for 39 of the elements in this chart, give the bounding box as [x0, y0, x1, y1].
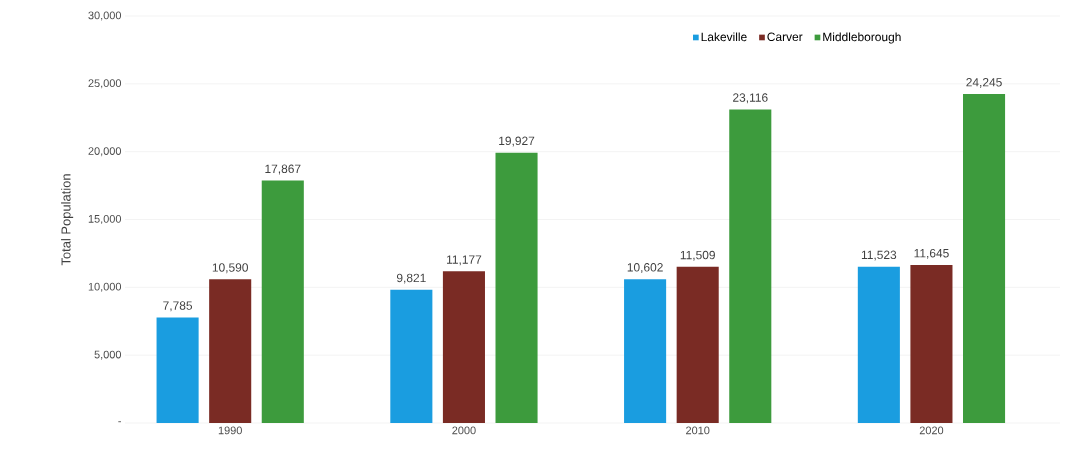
data-label: 10,590 [212, 263, 248, 274]
data-label: 23,116 [733, 93, 768, 104]
data-label: 7,785 [163, 301, 193, 312]
x-tick-label: 1990 [218, 426, 242, 435]
data-label: 11,177 [447, 255, 482, 266]
bar [857, 266, 900, 423]
y-tick-label: 5,000 [94, 350, 122, 360]
x-tick-label: 2010 [686, 426, 710, 435]
bar [624, 279, 667, 423]
x-tick-label: 2020 [919, 426, 944, 435]
bar [676, 266, 719, 423]
data-label: 17,867 [265, 164, 301, 175]
y-tick-label: 15,000 [88, 214, 122, 225]
data-label: 11,645 [914, 248, 949, 259]
bar [495, 152, 538, 423]
y-tick-label: 20,000 [88, 147, 122, 157]
legend-label: Lakeville [701, 32, 747, 42]
bar [390, 289, 433, 423]
y-tick-label: 10,000 [88, 282, 122, 292]
bar [910, 265, 953, 423]
bar [442, 271, 485, 423]
data-label: 9,821 [396, 273, 426, 284]
legend-label: Carver [767, 32, 803, 42]
data-label: 19,927 [499, 136, 535, 147]
data-label: 24,245 [966, 78, 1002, 88]
bar [261, 180, 304, 423]
bar [209, 279, 252, 423]
y-tick-label: 30,000 [88, 11, 122, 21]
y-tick-label: - [118, 421, 121, 423]
legend-label: Middleborough [823, 32, 901, 44]
y-tick-label: 25,000 [88, 79, 122, 89]
data-label: 11,523 [861, 250, 897, 261]
bar [156, 317, 199, 423]
data-label: 11,509 [680, 250, 715, 261]
x-tick-label: 2000 [452, 426, 476, 435]
bar [729, 109, 772, 423]
y-axis-title: Total Population [61, 174, 74, 266]
data-label: 10,602 [627, 263, 663, 273]
bar [963, 94, 1006, 423]
